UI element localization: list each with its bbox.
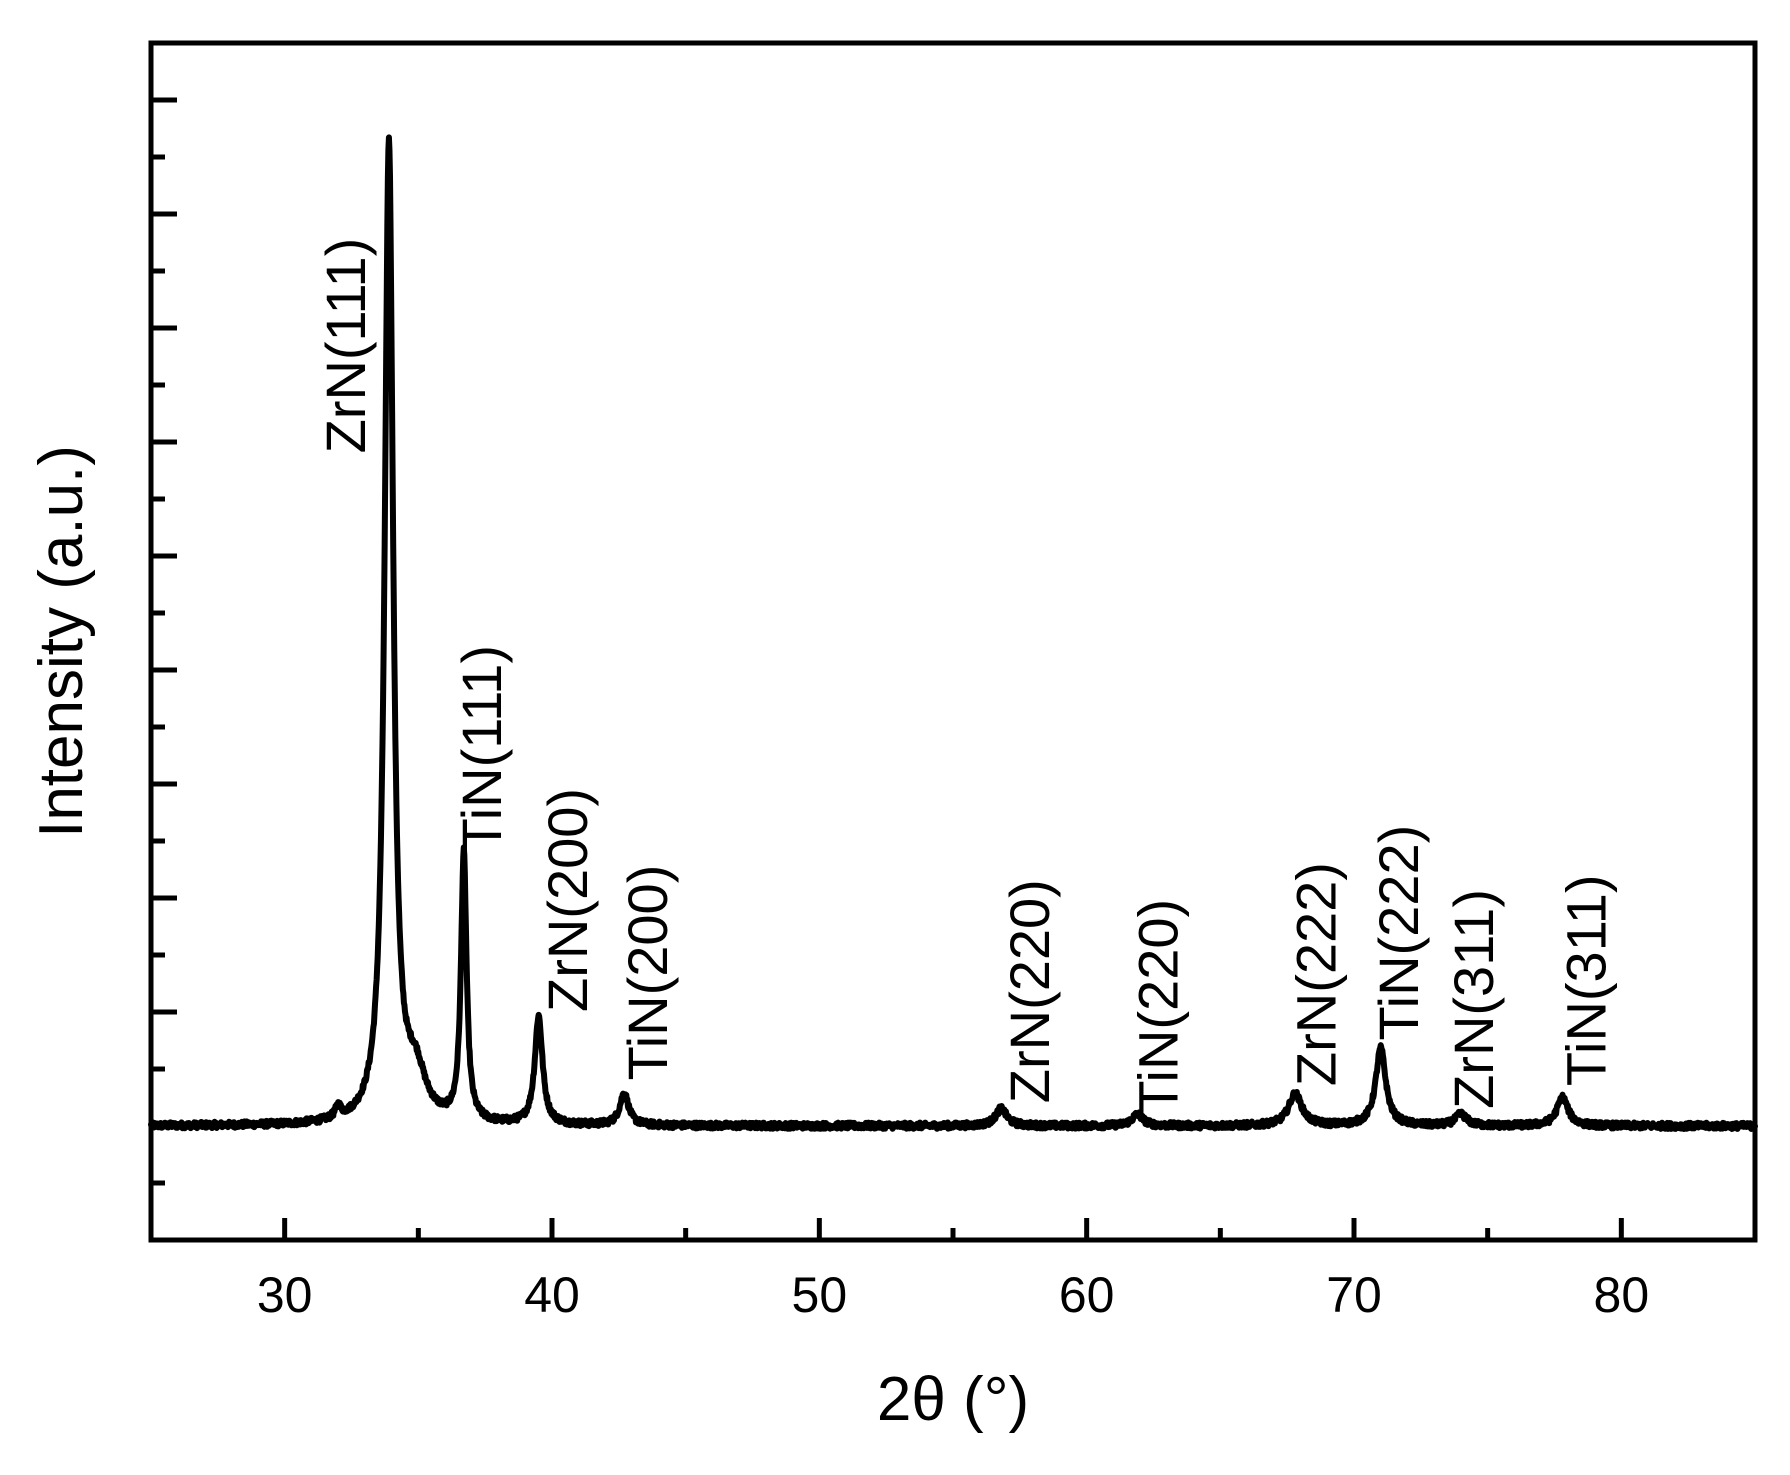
peak-label: ZrN(222) <box>1284 862 1347 1086</box>
xrd-pattern-line <box>148 134 1758 1132</box>
peak-label: ZrN(200) <box>536 788 599 1012</box>
x-tick-label: 50 <box>792 1267 848 1323</box>
peak-label: TiN(200) <box>616 865 679 1081</box>
x-axis-title: 2θ (°) <box>877 1365 1029 1434</box>
peak-label: TiN(111) <box>450 645 513 852</box>
x-tick-label: 70 <box>1326 1267 1382 1323</box>
x-tick-label: 60 <box>1059 1267 1115 1323</box>
plot-frame <box>148 40 1758 1243</box>
peak-label: ZrN(220) <box>998 879 1061 1103</box>
peak-label: ZrN(111) <box>314 238 377 454</box>
x-tick-label: 40 <box>524 1267 580 1323</box>
peak-label: TiN(222) <box>1367 825 1430 1041</box>
y-axis-title: Intensity (a.u.) <box>27 445 96 838</box>
peak-label: ZrN(311) <box>1442 889 1505 1109</box>
peak-label: TiN(220) <box>1127 899 1190 1115</box>
x-tick-label: 80 <box>1594 1267 1650 1323</box>
peak-label: TiN(311) <box>1554 875 1617 1087</box>
x-tick-label: 30 <box>257 1267 313 1323</box>
peak-labels: ZrN(111) TiN(111) ZrN(200) TiN(200) ZrN(220)… <box>314 238 1617 1115</box>
x-tick-labels: 30 40 50 60 70 80 <box>257 1267 1649 1323</box>
